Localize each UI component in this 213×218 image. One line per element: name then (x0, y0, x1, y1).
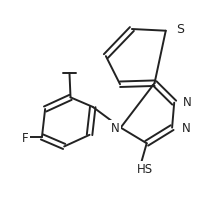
Text: F: F (22, 132, 28, 145)
Text: HS: HS (137, 163, 153, 176)
Text: N: N (182, 122, 190, 135)
Text: N: N (111, 122, 119, 135)
Text: N: N (183, 96, 192, 109)
Text: S: S (176, 22, 184, 36)
